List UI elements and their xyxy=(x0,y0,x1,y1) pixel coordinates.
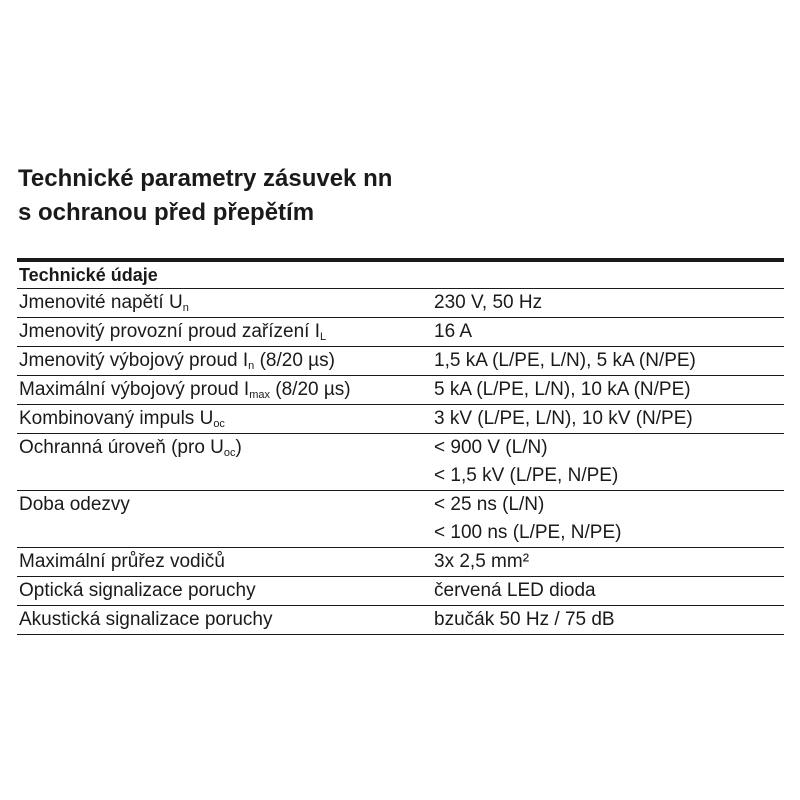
param-cell: Maximální výbojový proud Imax (8/20 µs) xyxy=(19,379,351,401)
param-cell: Doba odezvy xyxy=(19,494,130,515)
param-cell: Maximální průřez vodičů xyxy=(19,551,225,572)
value-cell: 16 A xyxy=(434,321,473,342)
table-row: Optická signalizace poruchy červená LED … xyxy=(17,577,784,606)
param-cell: Jmenovité napětí Un xyxy=(19,292,189,314)
table-row: Jmenovitý provozní proud zařízení IL 16 … xyxy=(17,318,784,347)
value-cell: 3x 2,5 mm² xyxy=(434,551,530,572)
value-cell: červená LED dioda xyxy=(434,580,596,601)
value-cell: bzučák 50 Hz / 75 dB xyxy=(434,609,615,630)
value-cell: < 1,5 kV (L/PE, N/PE) xyxy=(434,465,619,486)
param-cell: Kombinovaný impuls Uoc xyxy=(19,408,225,430)
page-title: Technické parametry zásuvek nn s ochrano… xyxy=(18,162,778,230)
table-row: Jmenovitý výbojový proud In (8/20 µs) 1,… xyxy=(17,347,784,376)
title-line-1: Technické parametry zásuvek nn xyxy=(18,165,393,192)
table-row: < 100 ns (L/PE, N/PE) xyxy=(17,519,784,548)
param-cell: Optická signalizace poruchy xyxy=(19,580,256,601)
param-cell: Jmenovitý provozní proud zařízení IL xyxy=(19,321,327,343)
table-row: Doba odezvy < 25 ns (L/N) xyxy=(17,491,784,519)
param-cell: Akustická signalizace poruchy xyxy=(19,609,273,630)
spec-table: Technické údaje Jmenovité napětí Un 230 … xyxy=(17,258,784,635)
table-row: Kombinovaný impuls Uoc 3 kV (L/PE, L/N),… xyxy=(17,405,784,434)
value-cell: 3 kV (L/PE, L/N), 10 kV (N/PE) xyxy=(434,408,693,429)
table-row: Maximální průřez vodičů 3x 2,5 mm² xyxy=(17,548,784,577)
table-row: Ochranná úroveň (pro Uoc) < 900 V (L/N) xyxy=(17,434,784,462)
value-cell: < 25 ns (L/N) xyxy=(434,494,545,515)
value-cell: 1,5 kA (L/PE, L/N), 5 kA (N/PE) xyxy=(434,350,696,371)
param-cell: Ochranná úroveň (pro Uoc) xyxy=(19,437,242,459)
value-cell: < 900 V (L/N) xyxy=(434,437,548,458)
value-cell: 5 kA (L/PE, L/N), 10 kA (N/PE) xyxy=(434,379,691,400)
param-cell: Jmenovitý výbojový proud In (8/20 µs) xyxy=(19,350,335,372)
table-row: Maximální výbojový proud Imax (8/20 µs) … xyxy=(17,376,784,405)
table-header: Technické údaje xyxy=(17,262,784,289)
value-cell: 230 V, 50 Hz xyxy=(434,292,543,313)
table-row: < 1,5 kV (L/PE, N/PE) xyxy=(17,462,784,491)
table-row: Akustická signalizace poruchy bzučák 50 … xyxy=(17,606,784,635)
title-line-2: s ochranou před přepětím xyxy=(18,199,315,226)
value-cell: < 100 ns (L/PE, N/PE) xyxy=(434,522,622,543)
table-row: Jmenovité napětí Un 230 V, 50 Hz xyxy=(17,289,784,318)
